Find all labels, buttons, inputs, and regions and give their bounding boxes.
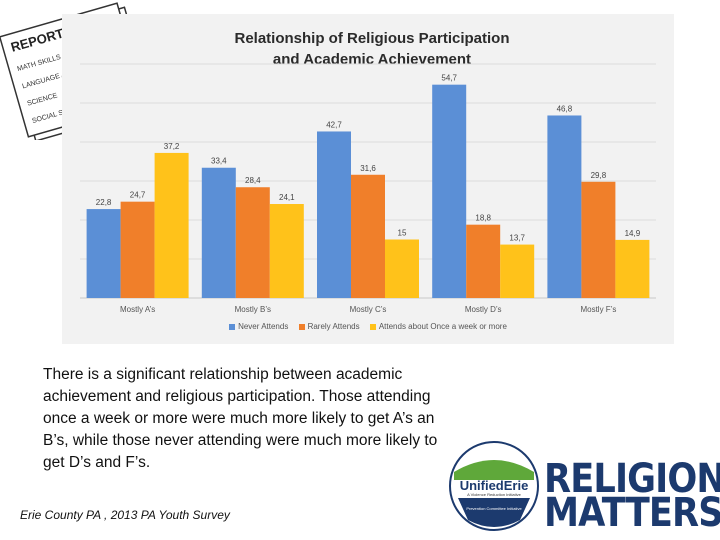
bar <box>154 152 189 298</box>
data-label: 24,1 <box>279 193 295 202</box>
legend-item-rarely: Rarely Attends <box>298 322 360 331</box>
unified-erie-logo: UnifiedErie A Violence Reduction Initiat… <box>449 441 539 531</box>
legend-swatch <box>229 323 236 330</box>
bar <box>120 201 155 298</box>
chart-legend: Never Attends Rarely Attends Attends abo… <box>62 322 674 331</box>
data-label: 15 <box>398 229 407 238</box>
unified-erie-sub: Prevention Committee Initiative <box>466 506 522 511</box>
bar <box>269 204 304 298</box>
unified-erie-tagline: A Violence Reduction Initiative <box>467 492 522 497</box>
summary-paragraph: There is a significant relationship betw… <box>43 366 438 471</box>
category-label: Mostly A’s <box>120 305 155 314</box>
data-label: 33,4 <box>211 157 227 166</box>
data-label: 18,8 <box>475 214 491 223</box>
bar <box>466 224 501 298</box>
chart-panel: Relationship of Religious Participation … <box>62 14 674 344</box>
unified-erie-name: UnifiedErie <box>460 478 529 493</box>
bar <box>351 174 385 298</box>
bar <box>500 244 535 298</box>
category-label: Mostly B’s <box>235 305 271 314</box>
data-label: 31,6 <box>360 164 376 173</box>
legend-item-never: Never Attends <box>229 322 288 331</box>
bar-chart: 22,8 24,7 37,2 Mostly A’s 33,4 28,4 24,1 Mostly… <box>80 63 656 314</box>
data-label: 13,7 <box>509 234 525 243</box>
bar <box>235 187 270 298</box>
legend-label: Attends about Once a week or more <box>378 322 507 331</box>
bar <box>201 167 236 298</box>
data-label: 54,7 <box>441 74 457 83</box>
category-label: Mostly D’s <box>465 305 502 314</box>
bar <box>317 131 351 298</box>
data-label: 22,8 <box>96 198 112 207</box>
legend-label: Rarely Attends <box>307 322 360 331</box>
legend-swatch <box>369 323 376 330</box>
bar <box>615 239 650 298</box>
chart-title-line-1: Relationship of Religious Participation <box>234 30 510 47</box>
legend-swatch <box>298 323 305 330</box>
religion-matters-logo: RELIGION MATTERS. <box>544 456 720 536</box>
religion-matters-line-1: RELIGION <box>544 456 720 502</box>
bar <box>86 209 121 298</box>
data-label: 46,8 <box>557 104 573 113</box>
source-citation: Erie County PA , 2013 PA Youth Survey <box>20 508 230 522</box>
data-label: 24,7 <box>130 191 146 200</box>
data-label: 42,7 <box>326 120 342 129</box>
bar <box>432 84 467 298</box>
data-label: 37,2 <box>164 142 180 151</box>
category-label: Mostly C’s <box>350 305 387 314</box>
legend-label: Never Attends <box>238 322 289 331</box>
religion-matters-line-2: MATTERS. <box>544 490 720 536</box>
category-label: Mostly F’s <box>580 305 616 314</box>
bar <box>581 181 616 298</box>
data-label: 29,8 <box>591 171 607 180</box>
bar <box>385 239 419 298</box>
data-label: 14,9 <box>625 229 641 238</box>
legend-item-weekly: Attends about Once a week or more <box>369 322 507 331</box>
data-label: 28,4 <box>245 176 261 185</box>
bar <box>547 115 582 298</box>
